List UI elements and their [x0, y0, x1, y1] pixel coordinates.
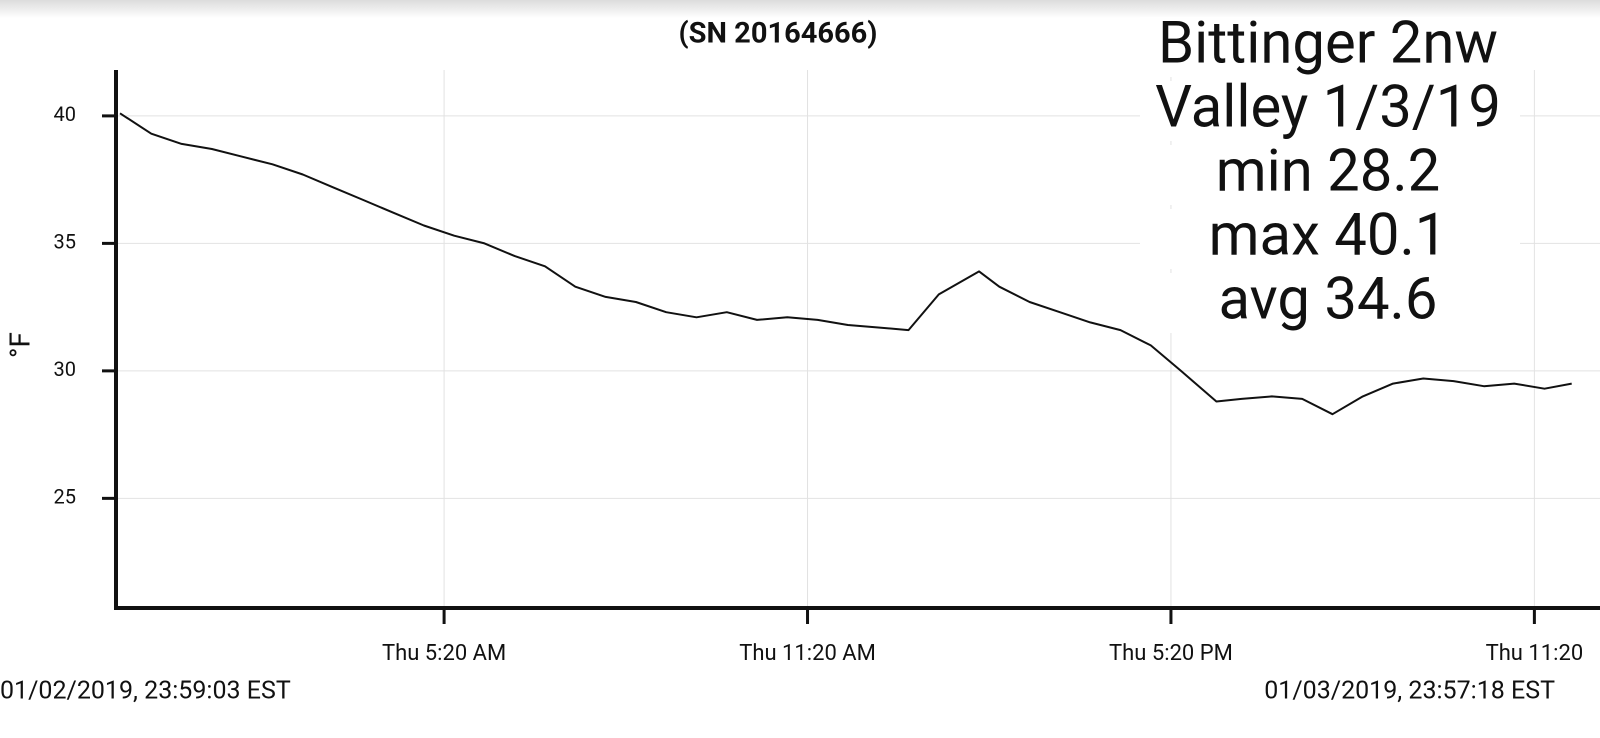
annotation-line: min 28.2: [1216, 137, 1440, 205]
y-tick-label: 40: [54, 102, 76, 126]
end-time: 01/03/2019, 23:57:18 EST: [1264, 677, 1555, 706]
y-axis-label: °F: [3, 332, 36, 358]
x-tick-label: Thu 5:20 PM: [1109, 641, 1233, 666]
annotation-line: Valley 1/3/19: [1155, 73, 1501, 141]
plot: [119, 112, 1572, 416]
line: [119, 112, 1572, 416]
annotation-bg: [1140, 273, 1520, 333]
annotation-line: avg 34.6: [1219, 265, 1438, 333]
y-tick-label: 35: [54, 230, 76, 254]
x-tick-label: Thu 11:20 AM: [739, 641, 876, 666]
x-tick-label: Thu 5:20 AM: [382, 641, 506, 666]
top-shadow: [0, 0, 1600, 18]
annotation-line: Bittinger 2nw: [1158, 9, 1498, 77]
annotation-bg: [1140, 209, 1520, 269]
annotation-line: max 40.1: [1209, 201, 1448, 269]
chart-title: (SN 20164666): [679, 17, 878, 51]
y-tick-label: 30: [54, 357, 76, 381]
start-time: 01/02/2019, 23:59:03 EST: [0, 677, 291, 706]
y-tick-label: 25: [54, 485, 76, 509]
annotation-bg: [1140, 81, 1520, 141]
annotation-bg: [1140, 145, 1520, 205]
x-tick-label: Thu 11:20: [1486, 641, 1584, 666]
annotation-bg: [1140, 17, 1520, 77]
